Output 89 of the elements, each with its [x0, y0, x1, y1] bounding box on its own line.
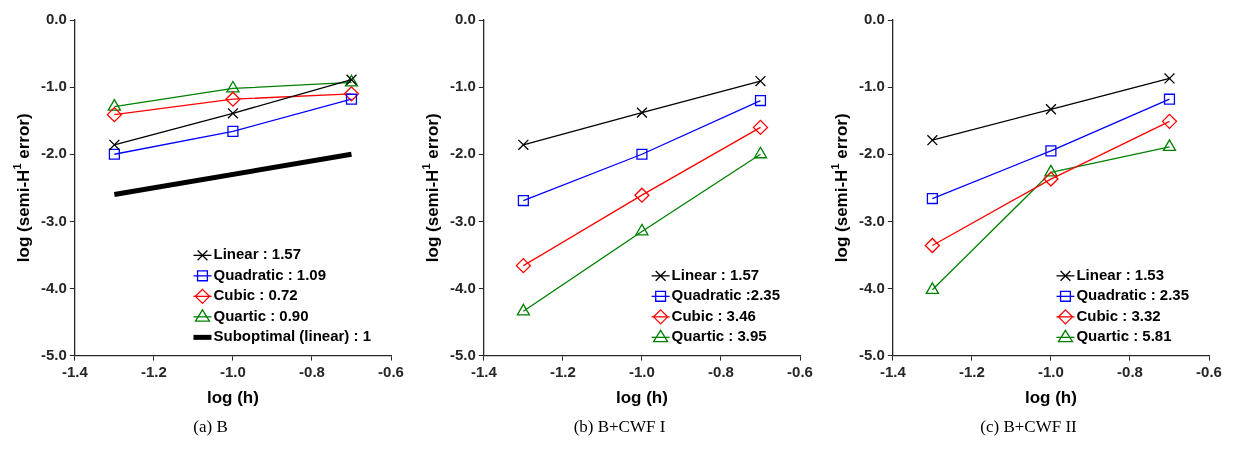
x-axis-title: log (h)	[1024, 388, 1077, 408]
point	[924, 237, 941, 254]
text: (c) B+CWF II	[979, 417, 1078, 437]
x-tick-label: -1.0	[219, 362, 246, 380]
x-tick-label: -1.4	[61, 362, 89, 380]
x-axis-title: log (h)	[206, 388, 259, 408]
x-tick-label: -0.8	[1117, 362, 1143, 380]
point	[926, 192, 938, 205]
point	[1045, 103, 1057, 115]
y-tick-label: -5.0	[449, 345, 476, 363]
legend-label: Linear : 1.53	[1076, 265, 1164, 283]
legend-label: Cubic : 3.32	[1076, 306, 1161, 324]
x-axis-title: log (h)	[615, 388, 668, 408]
point	[634, 187, 650, 203]
x-tick-label: -0.8	[299, 362, 325, 380]
legend-label: Cubic : 3.46	[671, 306, 756, 324]
point	[108, 148, 120, 160]
point	[1045, 145, 1057, 157]
point	[227, 107, 239, 119]
y-tick-label: 0.0	[45, 10, 67, 28]
point	[1163, 93, 1176, 105]
point	[345, 93, 358, 105]
point	[636, 148, 648, 160]
x-tick-label: -1.2	[140, 362, 167, 380]
point	[1044, 164, 1058, 177]
point	[636, 107, 648, 119]
x-tick-label: -0.8	[708, 362, 734, 380]
point	[926, 134, 938, 146]
point	[106, 106, 123, 123]
x-tick-label: -1.2	[958, 362, 985, 380]
y-tick-label: 0.0	[454, 10, 476, 28]
point	[1162, 139, 1177, 152]
x-tick-label: -1.2	[549, 362, 576, 380]
x-tick-label: -1.0	[628, 362, 655, 380]
y-tick-label: -1.0	[858, 77, 885, 95]
x-tick-label: -0.6	[787, 362, 813, 380]
point	[108, 139, 120, 151]
text: (b) B+CWF I	[572, 417, 667, 437]
y-axis-title: log (semi-H1 error)	[829, 113, 851, 263]
legend-label: Cubic : 0.72	[213, 286, 298, 304]
y-tick-label: -5.0	[858, 345, 885, 363]
y-axis-title: log (semi-H1 error)	[11, 113, 33, 263]
y-tick-label: 0.0	[863, 10, 885, 28]
point	[225, 91, 241, 107]
legend-label: Quadratic :2.35	[671, 286, 781, 304]
x-tick-label: -1.4	[470, 362, 498, 380]
point	[516, 303, 531, 316]
y-axis-title: log (semi-H1 error)	[420, 113, 442, 263]
y-tick-label: -5.0	[40, 345, 67, 363]
y-tick-label: -3.0	[858, 211, 885, 229]
y-tick-label: -2.0	[40, 144, 67, 162]
legend-label: Linear : 1.57	[213, 245, 302, 263]
point	[107, 98, 122, 111]
y-tick-label: -2.0	[449, 144, 476, 162]
legend-label: Suboptimal (linear) : 1	[213, 327, 371, 345]
legend-label: Linear : 1.57	[671, 265, 760, 283]
legend-label: Quartic : 0.90	[213, 306, 309, 324]
point	[515, 258, 532, 274]
legend-label: Quartic : 5.81	[1076, 327, 1172, 345]
y-tick-label: -1.0	[449, 77, 476, 95]
point	[517, 139, 529, 151]
point	[753, 146, 768, 159]
y-tick-label: -4.0	[858, 278, 885, 296]
point	[517, 194, 529, 207]
x-tick-label: -1.0	[1037, 362, 1064, 380]
y-tick-label: -4.0	[449, 278, 476, 296]
point	[1163, 72, 1176, 84]
y-tick-label: -3.0	[449, 211, 476, 229]
x-tick-label: -0.6	[1196, 362, 1222, 380]
x-tick-label: -1.4	[879, 362, 907, 380]
point	[226, 80, 240, 93]
y-tick-label: -4.0	[40, 278, 67, 296]
point	[227, 125, 239, 138]
text: (a) B	[192, 417, 229, 437]
y-tick-label: -1.0	[40, 77, 67, 95]
point	[925, 282, 940, 294]
point	[752, 119, 769, 136]
legend-label: Quartic : 3.95	[671, 327, 767, 345]
y-tick-label: -2.0	[858, 144, 885, 162]
legend-label: Quadratic : 2.35	[1076, 286, 1189, 304]
point	[635, 223, 649, 236]
point	[754, 75, 767, 87]
point	[343, 86, 360, 102]
point	[1161, 113, 1178, 129]
x-tick-label: -0.6	[378, 362, 404, 380]
point	[754, 94, 767, 107]
legend-label: Quadratic : 1.09	[213, 265, 327, 283]
point	[1043, 171, 1059, 187]
y-tick-label: -3.0	[40, 211, 67, 229]
